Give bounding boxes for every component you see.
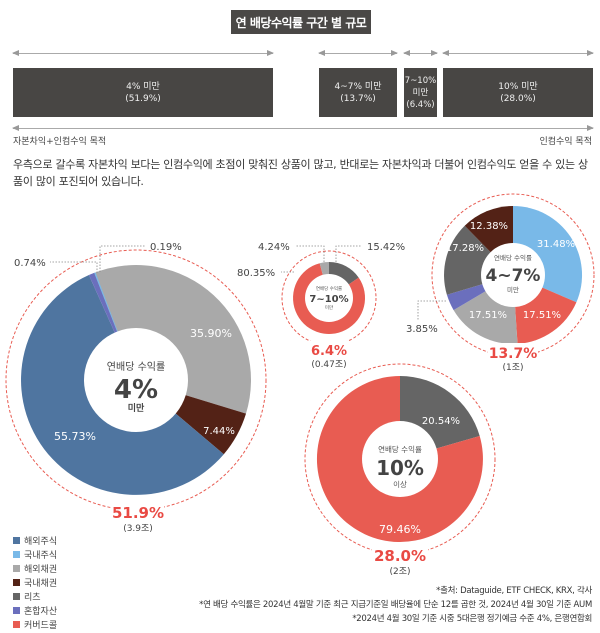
svg-text:(2조): (2조) <box>389 567 410 577</box>
svg-text:4.24%: 4.24% <box>258 242 290 253</box>
segment-foreign-bonds <box>93 265 252 414</box>
bar-label-2: 미만 <box>412 87 429 98</box>
svg-text:51.9%: 51.9% <box>112 504 164 522</box>
legend-item-domestic-bonds: 국내채권 <box>13 575 57 589</box>
svg-text:15.42%: 15.42% <box>367 242 405 253</box>
donut-10: 연배당 수익률 10% 이상 20.54% 79.46% 28.0% (2조) <box>304 363 496 577</box>
legend-label: 해외주식 <box>24 536 58 547</box>
legend-item-foreign-bonds: 해외채권 <box>13 561 57 575</box>
svg-text:0.19%: 0.19% <box>150 242 182 253</box>
legend-label: 커버드콜 <box>24 620 58 631</box>
bar-4-7: 4~7% 미만 (13.7%) <box>319 68 397 117</box>
svg-text:13.7%: 13.7% <box>489 346 538 362</box>
swatch-icon <box>13 550 20 558</box>
svg-text:12.38%: 12.38% <box>470 221 508 232</box>
range-arrow-7-10 <box>403 50 438 56</box>
svg-text:20.54%: 20.54% <box>422 416 460 427</box>
legend-label: 국내채권 <box>24 578 58 589</box>
bar-label: 4~7% 미만 <box>334 81 382 92</box>
svg-text:미만: 미만 <box>128 402 145 414</box>
svg-text:미만: 미만 <box>325 304 333 311</box>
svg-text:3.85%: 3.85% <box>406 324 438 335</box>
axis-left-label: 자본차익+인컴수익 목적 <box>13 137 107 147</box>
swatch-icon <box>13 564 20 572</box>
svg-text:79.46%: 79.46% <box>379 523 421 536</box>
range-arrow-4 <box>12 50 274 56</box>
swatch-icon <box>13 578 20 586</box>
swatch-icon <box>13 536 20 544</box>
range-arrow-4-7 <box>318 50 398 56</box>
svg-text:17.28%: 17.28% <box>446 243 484 254</box>
swatch-icon <box>13 606 20 614</box>
donut-4-7: 연배당 수익률 4~7% 미만 31.48% 17.51% 17.51% 17.… <box>406 193 595 373</box>
swatch-icon <box>13 620 20 628</box>
legend-item-domestic-stocks: 국내주식 <box>13 547 57 561</box>
svg-text:연배당 수익률: 연배당 수익률 <box>378 444 422 454</box>
swatch-icon <box>13 592 20 600</box>
legend: 해외주식 국내주식 해외채권 국내채권 리츠 혼합자산 커버드콜 <box>13 533 57 631</box>
legend-label: 해외채권 <box>24 564 58 575</box>
bar-share: (51.9%) <box>125 93 161 104</box>
svg-text:6.4%: 6.4% <box>311 344 347 359</box>
svg-text:28.0%: 28.0% <box>374 547 426 565</box>
chart-title: 연 배당수익률 구간 별 규모 <box>231 10 371 34</box>
range-arrow-10 <box>442 50 594 56</box>
svg-text:(3.9조): (3.9조) <box>123 524 153 534</box>
svg-text:55.73%: 55.73% <box>54 430 96 443</box>
svg-text:17.51%: 17.51% <box>523 310 561 321</box>
description-text: 우측으로 갈수록 자본차익 보다는 인컴수익에 초점이 맞춰진 상품이 많고, … <box>13 158 588 188</box>
bar-label: 10% 미만 <box>498 81 538 92</box>
svg-text:미만: 미만 <box>507 285 519 294</box>
legend-label: 국내주식 <box>24 550 58 561</box>
svg-text:4%: 4% <box>114 375 158 405</box>
svg-text:연배당 수익률: 연배당 수익률 <box>316 285 342 292</box>
svg-text:10%: 10% <box>376 456 424 480</box>
legend-label: 리츠 <box>24 592 41 603</box>
purpose-axis-arrow <box>12 125 594 131</box>
axis-right-label: 인컴수익 목적 <box>539 137 592 147</box>
donut-7-10: 연배당 수익률 7~10% 미만 15.42% 4.24% 80.35% 6.4… <box>237 242 405 370</box>
svg-text:4~7%: 4~7% <box>486 266 541 286</box>
legend-label: 혼합자산 <box>24 606 58 617</box>
legend-item-foreign-stocks: 해외주식 <box>13 533 57 547</box>
bar-share: (13.7%) <box>340 93 376 104</box>
svg-text:7~10%: 7~10% <box>309 294 348 305</box>
svg-text:7.44%: 7.44% <box>203 426 235 437</box>
footnotes: *출처: Dataguide, ETF CHECK, KRX, 각사 *연 배당… <box>199 584 592 626</box>
legend-item-reits: 리츠 <box>13 589 57 603</box>
legend-item-mixed-assets: 혼합자산 <box>13 603 57 617</box>
footnote-method: *연 배당 수익률은 2024년 4월말 기준 최근 지급기준일 배당율에 단순… <box>199 600 592 610</box>
bar-label: 4% 미만 <box>126 81 160 92</box>
bar-10: 10% 미만 (28.0%) <box>443 68 593 117</box>
svg-text:(1조): (1조) <box>502 363 523 373</box>
bar-label: 7~10% <box>404 75 437 86</box>
svg-text:연배당 수익률: 연배당 수익률 <box>107 361 165 373</box>
donut-under-4: 연배당 수익률 4% 미만 35.90% 7.44% 55.73% 0.19% … <box>5 242 267 534</box>
svg-text:(0.47조): (0.47조) <box>311 360 346 370</box>
bar-share: (28.0%) <box>500 93 536 104</box>
svg-text:0.74%: 0.74% <box>14 258 46 269</box>
footnote-source: *출처: Dataguide, ETF CHECK, KRX, 각사 <box>436 586 592 596</box>
svg-text:80.35%: 80.35% <box>237 268 275 279</box>
svg-text:17.51%: 17.51% <box>469 310 507 321</box>
svg-text:연배당 수익률: 연배당 수익률 <box>494 253 532 262</box>
bar-under-4: 4% 미만 (51.9%) <box>13 68 273 117</box>
legend-item-covered-call: 커버드콜 <box>13 617 57 631</box>
svg-text:31.48%: 31.48% <box>537 239 575 250</box>
svg-text:35.90%: 35.90% <box>190 327 232 340</box>
svg-text:이상: 이상 <box>393 479 407 489</box>
bar-7-10: 7~10% 미만 (6.4%) <box>404 68 437 117</box>
footnote-deposit: *2024년 4월 30일 기준 시중 5대은행 정기예금 수준 4%, 은행연… <box>352 614 592 624</box>
bar-share: (6.4%) <box>406 99 435 110</box>
